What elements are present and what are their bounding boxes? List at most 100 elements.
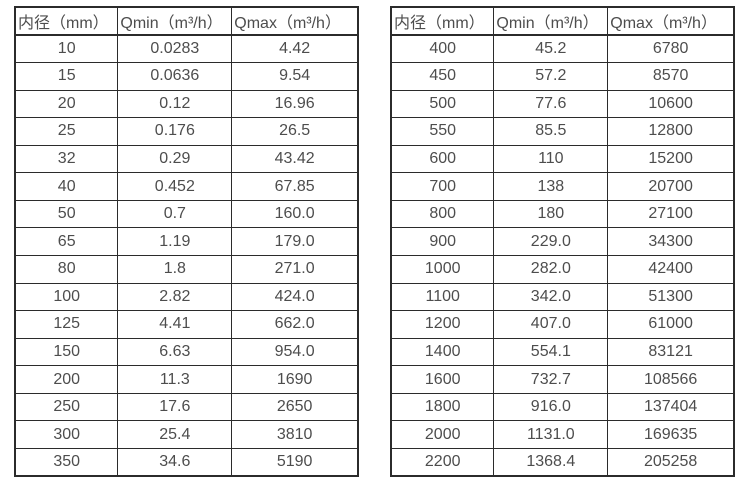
flow-spec-table-small-diameters: 内径（mm） Qmin（m³/h） Qmax（m³/h） 10 0.0283 4.42 1… — [14, 6, 359, 477]
table-cell: 9.54 — [231, 62, 359, 91]
table-cell: 500 — [390, 89, 495, 119]
table-row: 450 57.2 8570 — [390, 62, 735, 91]
table-row: 65 1.19 179.0 — [14, 227, 359, 256]
table-cell: 3810 — [231, 420, 359, 449]
table-row: 600 110 15200 — [390, 144, 735, 174]
table-row: 150 6.63 954.0 — [14, 337, 359, 367]
table-cell: 662.0 — [231, 310, 359, 339]
table-row: 25 0.176 26.5 — [14, 117, 359, 146]
column-header: Qmax（m³/h） — [231, 6, 359, 36]
table-cell: 42400 — [607, 255, 735, 284]
table-cell: 160.0 — [231, 199, 359, 229]
table-cell: 17.6 — [117, 392, 233, 422]
table-cell: 138 — [493, 172, 609, 201]
column-header: 内径（mm） — [390, 6, 495, 36]
table-cell: 0.176 — [117, 117, 233, 146]
table-cell: 1000 — [390, 255, 495, 284]
table-cell: 25 — [14, 117, 119, 146]
table-cell: 1.8 — [117, 255, 233, 284]
table-cell: 916.0 — [493, 392, 609, 422]
table-cell: 27100 — [607, 199, 735, 229]
table-cell: 34.6 — [117, 447, 233, 477]
table-cell: 83121 — [607, 337, 735, 367]
table-row: 1600 732.7 108566 — [390, 365, 735, 394]
table-cell: 57.2 — [493, 62, 609, 91]
table-cell: 550 — [390, 117, 495, 146]
table-cell: 43.42 — [231, 144, 359, 174]
table-cell: 40 — [14, 172, 119, 201]
table-cell: 45.2 — [493, 34, 609, 64]
table-cell: 0.0636 — [117, 62, 233, 91]
table-cell: 1.19 — [117, 227, 233, 256]
table-cell: 16.96 — [231, 89, 359, 119]
table-cell: 137404 — [607, 392, 735, 422]
table-cell: 800 — [390, 199, 495, 229]
table-row: 1000 282.0 42400 — [390, 255, 735, 284]
table-row: 1200 407.0 61000 — [390, 310, 735, 339]
table-cell: 179.0 — [231, 227, 359, 256]
table-row: 20 0.12 16.96 — [14, 89, 359, 119]
table-cell: 10600 — [607, 89, 735, 119]
table-row: 32 0.29 43.42 — [14, 144, 359, 174]
table-row: 900 229.0 34300 — [390, 227, 735, 256]
table-cell: 6.63 — [117, 337, 233, 367]
table-cell: 954.0 — [231, 337, 359, 367]
table-cell: 11.3 — [117, 365, 233, 394]
table-cell: 80 — [14, 255, 119, 284]
table-cell: 424.0 — [231, 282, 359, 312]
table-cell: 342.0 — [493, 282, 609, 312]
table-cell: 100 — [14, 282, 119, 312]
table-cell: 180 — [493, 199, 609, 229]
table-cell: 108566 — [607, 365, 735, 394]
table-cell: 732.7 — [493, 365, 609, 394]
table-cell: 1100 — [390, 282, 495, 312]
column-header: Qmin（m³/h） — [493, 6, 609, 36]
flow-spec-table-large-diameters: 内径（mm） Qmin（m³/h） Qmax（m³/h） 400 45.2 6780 45… — [390, 6, 735, 477]
table-cell: 2650 — [231, 392, 359, 422]
column-header: 内径（mm） — [14, 6, 119, 36]
table-row: 550 85.5 12800 — [390, 117, 735, 146]
table-cell: 0.0283 — [117, 34, 233, 64]
table-cell: 5190 — [231, 447, 359, 477]
table-body: 400 45.2 6780 450 57.2 8570 500 77.6 10600 550 85.… — [390, 34, 735, 477]
table-cell: 26.5 — [231, 117, 359, 146]
table-cell: 700 — [390, 172, 495, 201]
table-row: 300 25.4 3810 — [14, 420, 359, 449]
table-row: 40 0.452 67.85 — [14, 172, 359, 201]
table-row: 2200 1368.4 205258 — [390, 447, 735, 477]
header-row: 内径（mm） Qmin（m³/h） Qmax（m³/h） — [390, 6, 735, 36]
table-cell: 67.85 — [231, 172, 359, 201]
table-cell: 1690 — [231, 365, 359, 394]
table-cell: 65 — [14, 227, 119, 256]
table-cell: 282.0 — [493, 255, 609, 284]
table-cell: 0.12 — [117, 89, 233, 119]
table-cell: 554.1 — [493, 337, 609, 367]
table-cell: 77.6 — [493, 89, 609, 119]
table-cell: 350 — [14, 447, 119, 477]
table-cell: 12800 — [607, 117, 735, 146]
column-header: Qmax（m³/h） — [607, 6, 735, 36]
table-cell: 15200 — [607, 144, 735, 174]
header-row: 内径（mm） Qmin（m³/h） Qmax（m³/h） — [14, 6, 359, 36]
table-cell: 4.41 — [117, 310, 233, 339]
table-cell: 1800 — [390, 392, 495, 422]
table-cell: 0.452 — [117, 172, 233, 201]
table-cell: 25.4 — [117, 420, 233, 449]
column-header: Qmin（m³/h） — [117, 6, 233, 36]
table-cell: 85.5 — [493, 117, 609, 146]
table-row: 1400 554.1 83121 — [390, 337, 735, 367]
table-cell: 32 — [14, 144, 119, 174]
table-row: 2000 1131.0 169635 — [390, 420, 735, 449]
table-body: 10 0.0283 4.42 15 0.0636 9.54 20 0.12 16.96 25 0.1… — [14, 34, 359, 477]
table-cell: 34300 — [607, 227, 735, 256]
table-row: 400 45.2 6780 — [390, 34, 735, 64]
table-row: 50 0.7 160.0 — [14, 199, 359, 229]
table-row: 700 138 20700 — [390, 172, 735, 201]
table-cell: 20700 — [607, 172, 735, 201]
table-cell: 229.0 — [493, 227, 609, 256]
table-row: 350 34.6 5190 — [14, 447, 359, 477]
table-row: 100 2.82 424.0 — [14, 282, 359, 312]
table-cell: 400 — [390, 34, 495, 64]
table-row: 200 11.3 1690 — [14, 365, 359, 394]
table-cell: 15 — [14, 62, 119, 91]
